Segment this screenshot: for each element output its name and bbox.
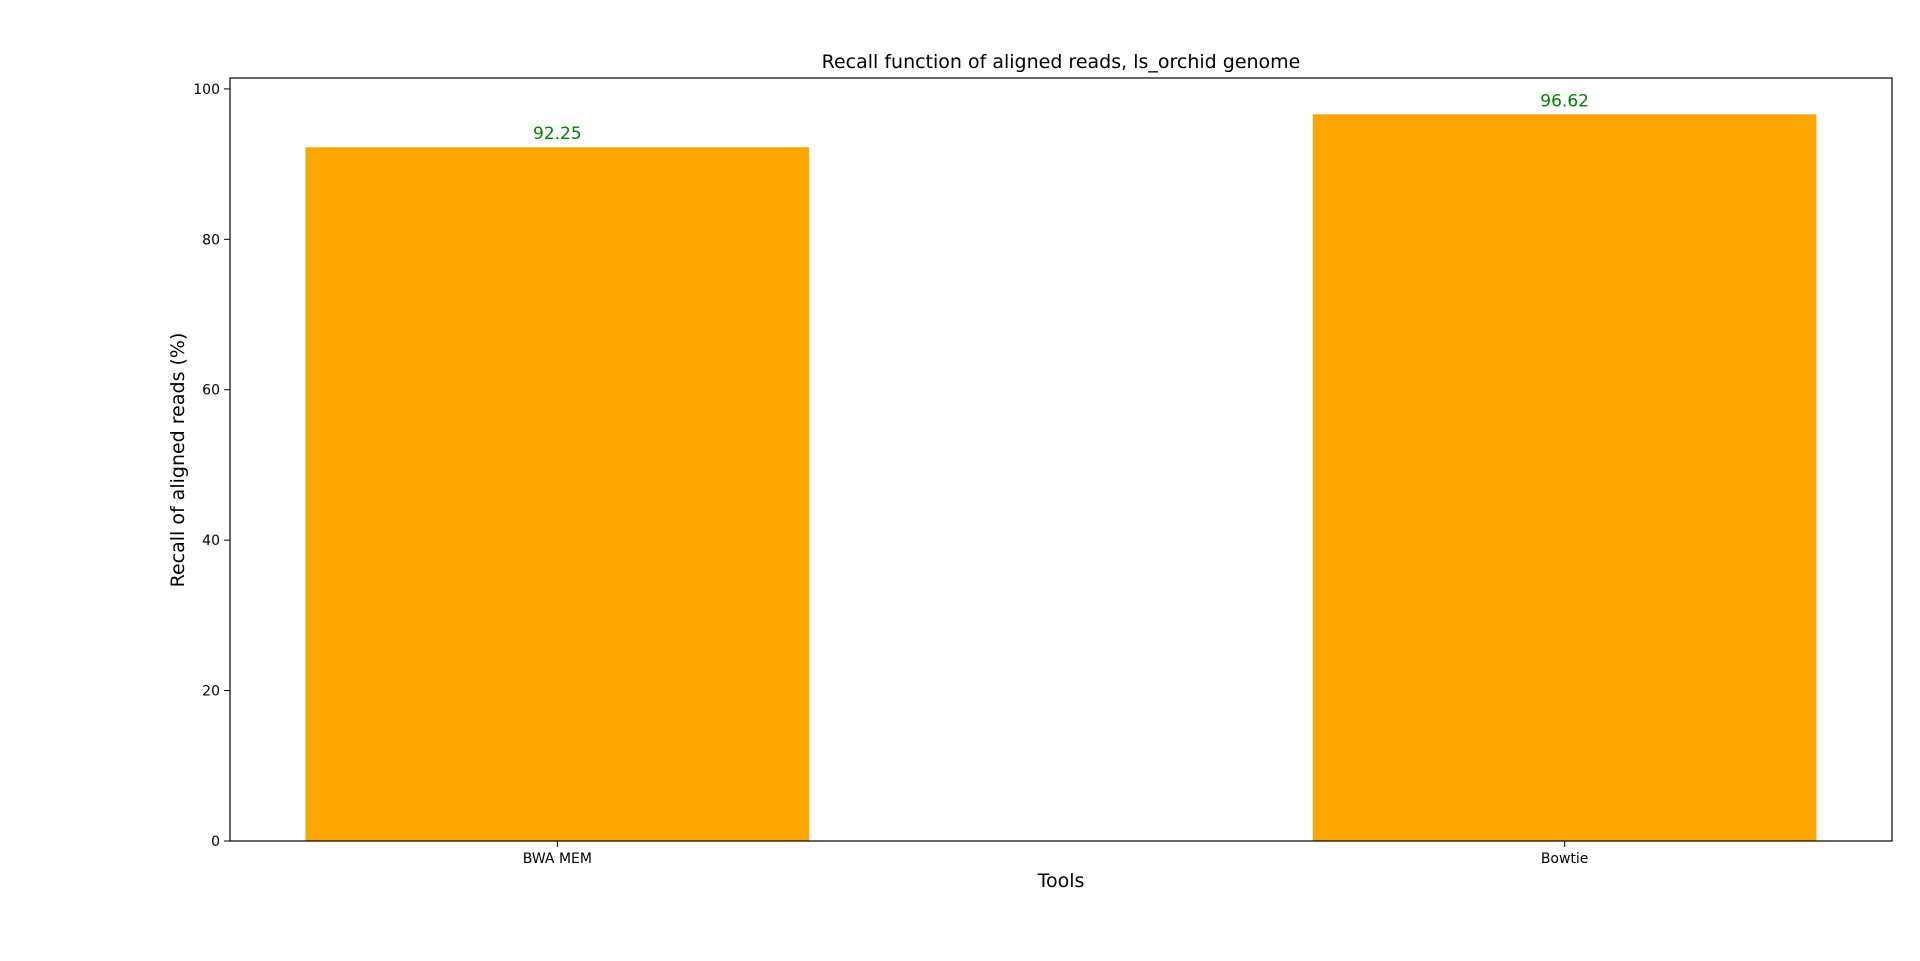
y-axis-label: Recall of aligned reads (%): [167, 333, 189, 588]
y-tick-label: 100: [193, 82, 220, 98]
y-tick-label: 60: [202, 383, 220, 399]
data-label-bowtie: 96.62: [1540, 91, 1589, 111]
bars-group: [305, 114, 1817, 842]
y-axis: 0 20 40 60 80 100: [193, 82, 230, 850]
y-tick-label: 80: [202, 232, 220, 248]
chart-title: Recall function of aligned reads, ls_orc…: [822, 51, 1301, 73]
plot-frame: [229, 77, 1893, 842]
x-tick-label: BWA MEM: [523, 851, 592, 867]
y-tick-label: 0: [211, 834, 220, 850]
data-labels-group: 92.25 96.62: [533, 91, 1589, 144]
bar-bwa-mem: [305, 147, 810, 842]
y-tick-label: 20: [202, 684, 220, 700]
x-axis-label: Tools: [1037, 870, 1085, 892]
bar-bowtie: [1312, 114, 1817, 841]
data-label-bwa-mem: 92.25: [533, 124, 582, 144]
y-tick-label: 40: [202, 533, 220, 549]
x-axis: BWA MEM Bowtie: [523, 841, 1589, 867]
x-tick-label: Bowtie: [1541, 851, 1589, 867]
